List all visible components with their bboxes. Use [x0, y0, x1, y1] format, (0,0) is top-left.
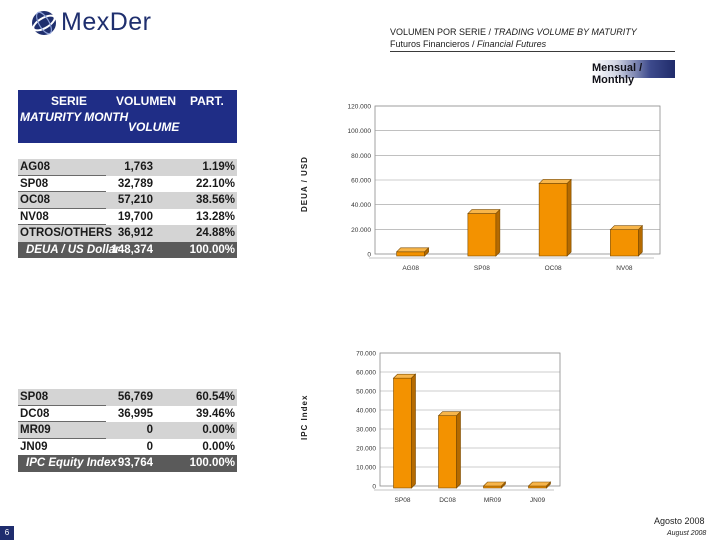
- col-volume: VOLUME: [128, 120, 180, 134]
- table-total-row: DEUA / US Dollar 148,374 100.00%: [18, 241, 237, 258]
- x-tick-label: SP08: [395, 497, 411, 504]
- usd-table-header: SERIE MATURITY MONTH VOLUMEN VOLUME PART…: [18, 90, 237, 143]
- y-tick-label: 100.000: [348, 128, 372, 135]
- header-divider: [390, 51, 675, 52]
- x-tick-label: MR09: [484, 497, 502, 504]
- x-tick-label: DC08: [439, 497, 456, 504]
- y-tick-label: 10.000: [356, 465, 376, 472]
- y-tick-label: 80.000: [351, 153, 371, 160]
- y-tick-label: 60.000: [356, 370, 376, 377]
- bar: [395, 247, 430, 257]
- footer-date-es: Agosto 2008: [654, 516, 705, 526]
- bar: [437, 410, 462, 489]
- table-row: DC08 36,995 39.46%: [18, 405, 237, 422]
- y-tick-label: 120.000: [348, 104, 372, 111]
- y-tick-label: 30.000: [356, 427, 376, 434]
- page-header: VOLUMEN POR SERIE / TRADING VOLUME BY MA…: [390, 26, 637, 50]
- y-tick-label: 50.000: [356, 389, 376, 396]
- period-label: Mensual / Monthly: [592, 62, 643, 86]
- page-number: 6: [0, 526, 14, 540]
- subtitle-es: Futuros Financieros /: [390, 39, 478, 49]
- y-tick-label: 60.000: [351, 178, 371, 185]
- table-row: OC08 57,210 38.56%: [18, 192, 237, 209]
- ipc-axis-label: IPC Index: [300, 394, 309, 440]
- y-tick-label: 40.000: [351, 202, 371, 209]
- subtitle-en: Financial Futures: [477, 39, 547, 49]
- ipc-volume-table: SP08 56,769 60.54% DC08 36,995 39.46% MR09 0 0…: [18, 389, 237, 472]
- bar: [467, 208, 501, 257]
- bar: [527, 481, 552, 489]
- mexder-logo: MexDer: [30, 8, 152, 37]
- usd-axis-label: DEUA / USD: [300, 156, 309, 212]
- x-tick-label: JN09: [530, 497, 546, 504]
- table-row: JN09 0 0.00%: [18, 438, 237, 455]
- bar: [538, 178, 572, 257]
- bar: [392, 373, 417, 489]
- usd-volume-chart: 0 20.000 40.000 60.000 80.000 100.000 120.000 A…: [348, 104, 661, 272]
- y-tick-label: 20.000: [351, 227, 371, 234]
- table-row: AG08 1,763 1.19%: [18, 159, 237, 176]
- x-tick-label: SP08: [474, 265, 490, 272]
- globe-icon: [32, 10, 56, 35]
- x-tick-label: NV08: [616, 265, 633, 272]
- col-volumen: VOLUMEN: [116, 94, 176, 108]
- table-row: SP08 56,769 60.54%: [18, 389, 237, 406]
- x-tick-label: OC08: [545, 265, 562, 272]
- y-tick-label: 40.000: [356, 408, 376, 415]
- period-badge: Mensual / Monthly: [592, 60, 675, 86]
- table-row: SP08 32,789 22.10%: [18, 175, 237, 192]
- table-total-row: IPC Equity Index 93,764 100.00%: [18, 455, 237, 472]
- table-row: NV08 19,700 13.28%: [18, 208, 237, 225]
- y-tick-label: 0: [367, 252, 371, 259]
- brand-name: MexDer: [61, 8, 152, 36]
- x-tick-label: AG08: [402, 265, 419, 272]
- y-tick-label: 0: [372, 484, 376, 491]
- title-en: TRADING VOLUME BY MATURITY: [493, 27, 637, 37]
- footer-date-en: August 2008: [667, 530, 707, 537]
- bar: [609, 224, 644, 257]
- table-row: MR09 0 0.00%: [18, 422, 237, 439]
- ipc-volume-chart: 0 10.000 20.000 30.000 40.000 50.000 60.000 70.…: [356, 351, 561, 504]
- title-es: VOLUMEN POR SERIE /: [390, 27, 494, 37]
- table-row: OTROS/OTHERS 36,912 24.88%: [18, 225, 237, 242]
- col-maturity: MATURITY MONTH: [20, 110, 129, 124]
- col-serie: SERIE: [51, 94, 88, 108]
- bar: [482, 481, 507, 489]
- col-part: PART.: [190, 94, 224, 108]
- y-tick-label: 70.000: [356, 351, 376, 358]
- y-tick-label: 20.000: [356, 446, 376, 453]
- usd-volume-table: AG08 1,763 1.19% SP08 32,789 22.10% OC08 57,2…: [18, 159, 237, 258]
